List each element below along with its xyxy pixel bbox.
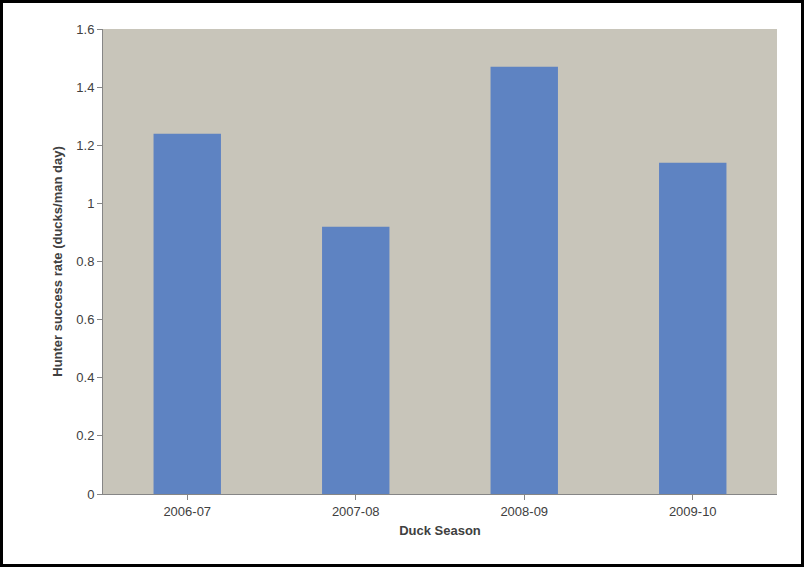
svg-text:1.2: 1.2: [76, 138, 94, 153]
svg-text:Duck Season: Duck Season: [399, 523, 481, 538]
svg-text:0.2: 0.2: [76, 428, 94, 443]
svg-text:2007-08: 2007-08: [332, 504, 380, 519]
svg-text:0: 0: [87, 487, 94, 502]
svg-text:Hunter success rate (ducks/man: Hunter success rate (ducks/man day): [50, 146, 65, 376]
svg-text:0.8: 0.8: [76, 254, 94, 269]
svg-text:1.4: 1.4: [76, 80, 94, 95]
svg-text:0.6: 0.6: [76, 312, 94, 327]
svg-text:2009-10: 2009-10: [669, 504, 717, 519]
svg-text:1.6: 1.6: [76, 22, 94, 37]
svg-text:1: 1: [87, 196, 94, 211]
svg-text:2008-09: 2008-09: [500, 504, 548, 519]
svg-text:0.4: 0.4: [76, 370, 94, 385]
svg-text:2006-07: 2006-07: [163, 504, 211, 519]
